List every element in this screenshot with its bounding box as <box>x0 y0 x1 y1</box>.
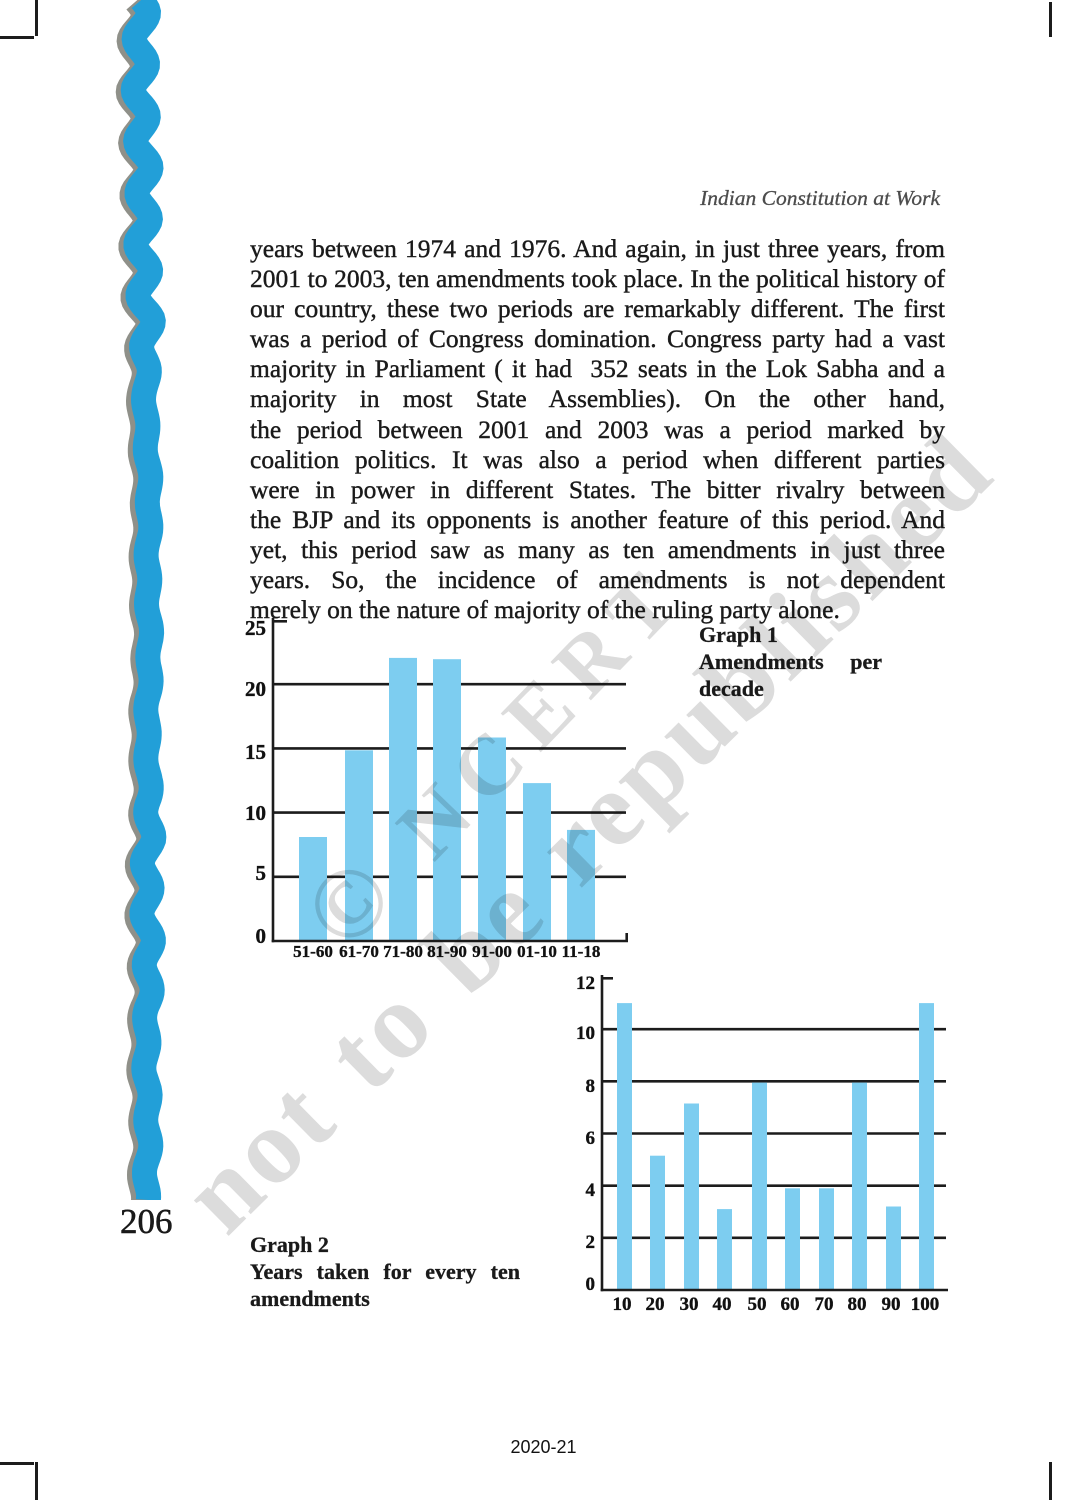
svg-text:01-10: 01-10 <box>517 942 557 961</box>
svg-text:8: 8 <box>586 1076 596 1097</box>
svg-text:70: 70 <box>815 1294 834 1315</box>
svg-text:60: 60 <box>781 1294 800 1315</box>
svg-text:51-60: 51-60 <box>293 942 333 961</box>
svg-text:10: 10 <box>576 1023 595 1044</box>
svg-text:0: 0 <box>586 1274 596 1295</box>
svg-text:50: 50 <box>748 1294 767 1315</box>
svg-text:20: 20 <box>245 677 266 701</box>
svg-text:2: 2 <box>586 1232 596 1253</box>
svg-text:91-00: 91-00 <box>472 942 512 961</box>
svg-text:10: 10 <box>613 1294 632 1315</box>
svg-text:20: 20 <box>646 1294 665 1315</box>
svg-text:6: 6 <box>586 1128 596 1149</box>
svg-text:4: 4 <box>586 1180 596 1201</box>
svg-text:30: 30 <box>680 1294 699 1315</box>
svg-text:100: 100 <box>911 1294 940 1315</box>
svg-text:5: 5 <box>256 861 267 885</box>
svg-text:61-70: 61-70 <box>339 942 379 961</box>
svg-text:90: 90 <box>882 1294 901 1315</box>
svg-text:25: 25 <box>245 616 266 640</box>
svg-text:71-80: 71-80 <box>383 942 423 961</box>
svg-text:40: 40 <box>713 1294 732 1315</box>
svg-text:12: 12 <box>576 973 595 994</box>
svg-text:11-18: 11-18 <box>562 942 601 961</box>
svg-text:15: 15 <box>245 740 266 764</box>
svg-text:81-90: 81-90 <box>427 942 467 961</box>
svg-text:10: 10 <box>245 801 266 825</box>
svg-text:80: 80 <box>848 1294 867 1315</box>
svg-text:0: 0 <box>256 924 267 948</box>
